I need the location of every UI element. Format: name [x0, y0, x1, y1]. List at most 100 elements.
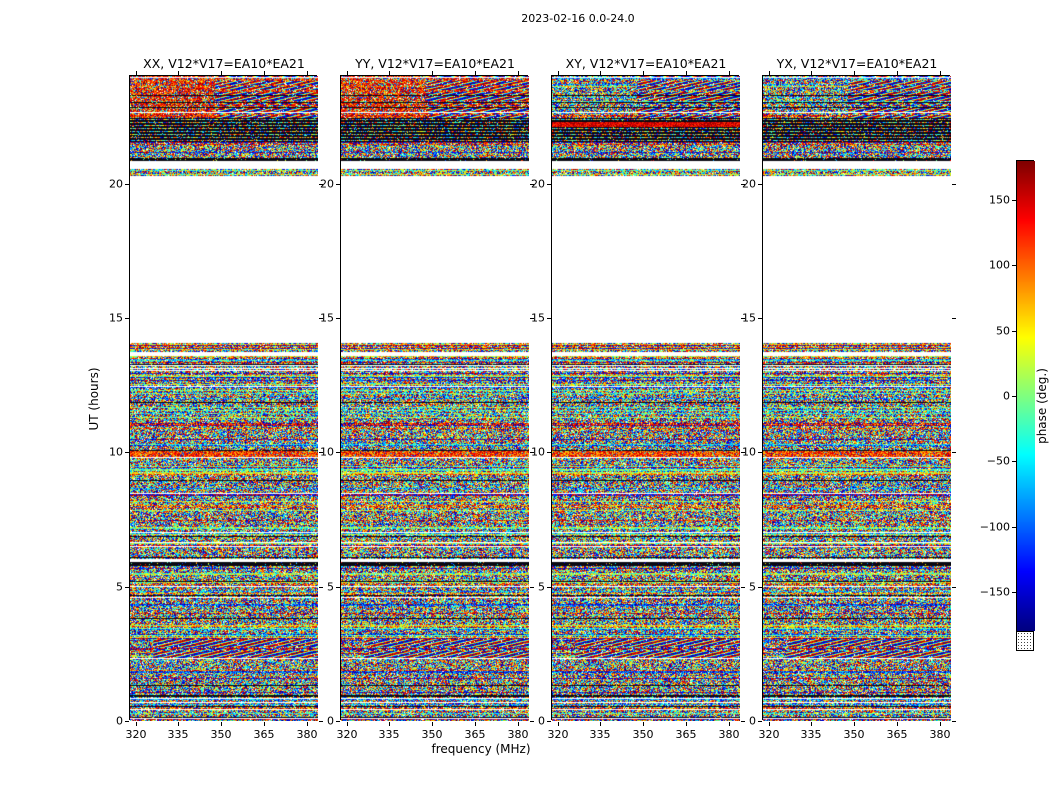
y-tick-label: 0 [327, 714, 334, 728]
y-tick-right [530, 587, 534, 588]
y-tick-label: 0 [749, 714, 756, 728]
colorbar-tick [1012, 396, 1016, 397]
y-tick-right [530, 721, 534, 722]
y-tick [547, 318, 551, 319]
x-tick-label: 320 [547, 728, 569, 741]
axes-box-XX [129, 75, 318, 721]
y-tick [125, 721, 129, 722]
x-tick-top [136, 71, 137, 75]
x-tick-top [178, 71, 179, 75]
colorbar-tick [1012, 527, 1016, 528]
x-tick-label: 365 [464, 728, 486, 741]
y-tick-right [952, 452, 956, 453]
x-tick-top [854, 71, 855, 75]
x-tick [558, 722, 559, 726]
x-tick-label: 335 [589, 728, 611, 741]
x-tick [643, 722, 644, 726]
y-tick-label: 0 [538, 714, 545, 728]
y-tick-right [530, 318, 534, 319]
y-tick-right [530, 452, 534, 453]
x-tick-top [811, 71, 812, 75]
y-tick-label: 5 [327, 580, 334, 594]
y-axis-label: UT (hours) [87, 367, 101, 431]
x-tick [432, 722, 433, 726]
y-tick [336, 184, 340, 185]
y-tick [547, 587, 551, 588]
x-tick-top [432, 71, 433, 75]
axes-box-YY [340, 75, 529, 721]
heatmap-canvas-YX [763, 76, 951, 721]
x-tick [475, 722, 476, 726]
y-tick-label: 15 [531, 311, 545, 325]
y-tick [336, 721, 340, 722]
x-tick [897, 722, 898, 726]
x-tick [178, 722, 179, 726]
colorbar-tick [1012, 265, 1016, 266]
y-tick-label: 0 [116, 714, 123, 728]
x-tick [307, 722, 308, 726]
y-tick [758, 184, 762, 185]
x-tick-label: 350 [421, 728, 443, 741]
colorbar-tick [1012, 200, 1016, 201]
colorbar-tick [1012, 331, 1016, 332]
y-tick-label: 5 [116, 580, 123, 594]
heatmap-canvas-XX [130, 76, 318, 721]
x-tick [347, 722, 348, 726]
y-tick-right [319, 587, 323, 588]
x-tick-label: 335 [378, 728, 400, 741]
y-tick-right [530, 184, 534, 185]
y-tick [547, 452, 551, 453]
panel-title-XX: XX, V12*V17=EA10*EA21 [143, 56, 305, 71]
x-tick-top [643, 71, 644, 75]
x-tick-label: 350 [843, 728, 865, 741]
colorbar-tick-label: −50 [986, 454, 1010, 468]
x-tick-top [347, 71, 348, 75]
y-tick [125, 587, 129, 588]
y-tick [758, 587, 762, 588]
figure-title: 2023-02-16 0.0-24.0 [521, 12, 635, 25]
y-tick-right [952, 721, 956, 722]
x-tick [729, 722, 730, 726]
y-tick-right [741, 587, 745, 588]
y-tick-label: 15 [320, 311, 334, 325]
y-tick-right [319, 184, 323, 185]
x-tick [811, 722, 812, 726]
y-tick [336, 587, 340, 588]
x-tick-top [729, 71, 730, 75]
x-tick-label: 365 [886, 728, 908, 741]
y-tick-label: 10 [109, 445, 123, 459]
x-tick-top [940, 71, 941, 75]
y-tick [125, 318, 129, 319]
colorbar-tick-label: 100 [989, 258, 1010, 272]
y-tick [547, 721, 551, 722]
y-tick [336, 318, 340, 319]
colorbar-tick-label: 0 [1003, 389, 1010, 403]
x-tick-top [897, 71, 898, 75]
axes-box-YX [762, 75, 951, 721]
x-tick-top [475, 71, 476, 75]
x-tick-top [769, 71, 770, 75]
x-tick [769, 722, 770, 726]
y-tick-label: 20 [531, 177, 545, 191]
y-tick [758, 452, 762, 453]
x-tick-label: 320 [125, 728, 147, 741]
colorbar-label: phase (deg.) [1035, 368, 1049, 444]
x-tick-top [307, 71, 308, 75]
heatmap-canvas-YY [341, 76, 529, 721]
colorbar-tick-label: −150 [979, 585, 1010, 599]
heatmap-canvas-XY [552, 76, 740, 721]
y-tick-label: 10 [531, 445, 545, 459]
y-tick-right [319, 452, 323, 453]
x-tick-label: 380 [929, 728, 951, 741]
x-tick-top [264, 71, 265, 75]
y-tick-right [741, 721, 745, 722]
x-tick-top [221, 71, 222, 75]
y-tick-right [741, 318, 745, 319]
colorbar-tick-label: 150 [989, 193, 1010, 207]
x-tick [686, 722, 687, 726]
y-tick-right [741, 452, 745, 453]
x-tick [389, 722, 390, 726]
panel-title-XY: XY, V12*V17=EA10*EA21 [565, 56, 727, 71]
colorbar-tick [1012, 592, 1016, 593]
y-tick-label: 15 [109, 311, 123, 325]
